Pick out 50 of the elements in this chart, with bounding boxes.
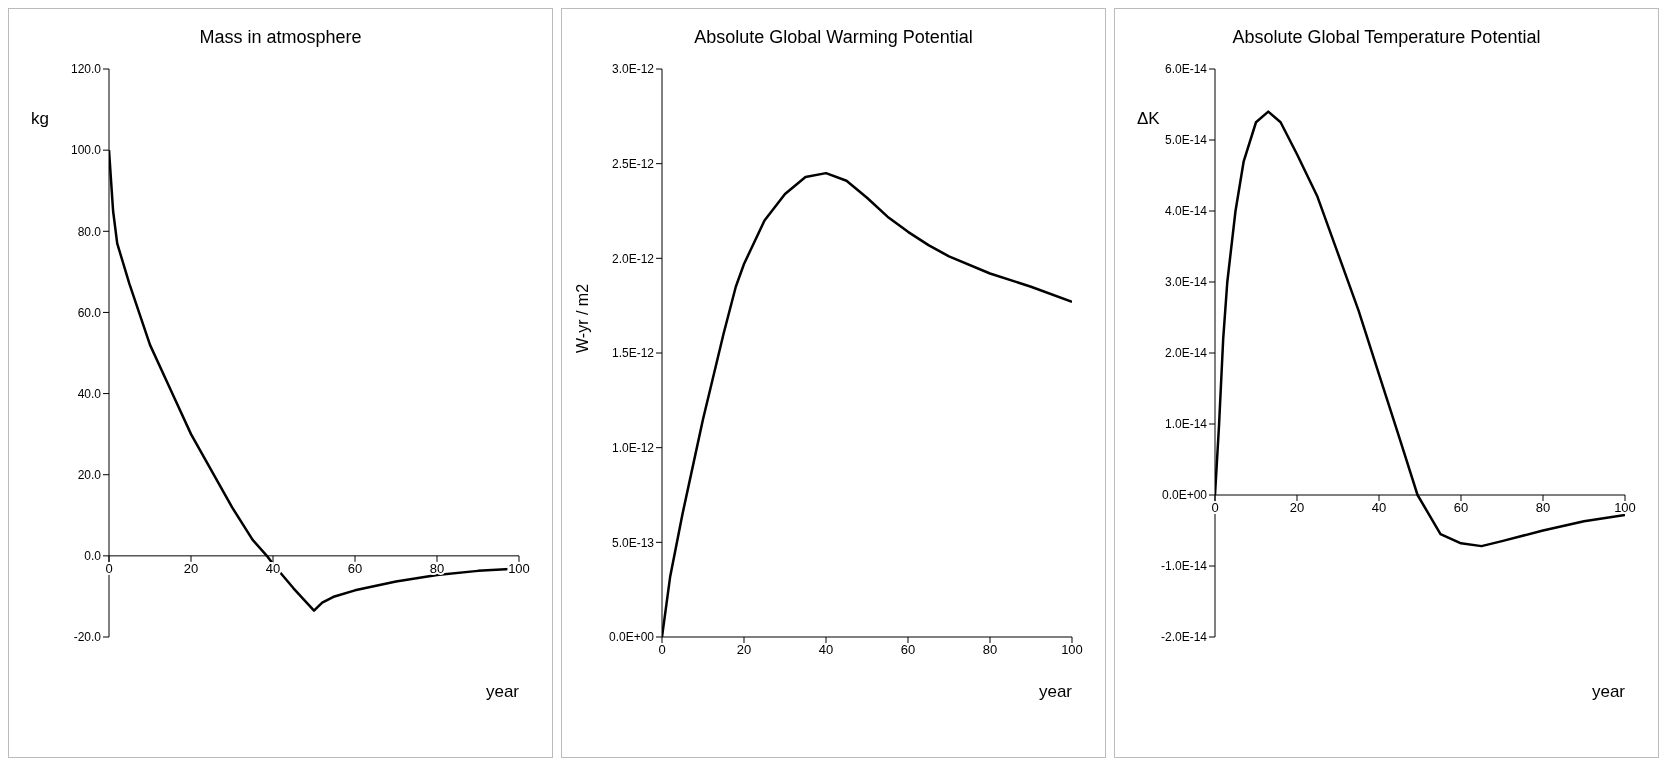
y-tick-label: 4.0E-14 <box>1164 204 1208 219</box>
y-tick-label: 3.0E-14 <box>1164 275 1208 290</box>
y-tick-label: 6.0E-14 <box>1164 62 1208 77</box>
y-tick-label: 80.0 <box>77 224 102 239</box>
y-tick-label: 0.0 <box>84 549 102 564</box>
x-tick-label: 20 <box>736 642 752 658</box>
x-axis-title: year <box>485 682 520 701</box>
y-tick-label: 2.5E-12 <box>611 156 655 171</box>
y-tick-label: 60.0 <box>77 305 102 320</box>
y-axis-title: W-yr / m2 <box>573 283 591 353</box>
y-tick-label: 20.0 <box>77 467 102 482</box>
x-tick-label: 40 <box>1371 500 1387 516</box>
y-tick-label: -2.0E-14 <box>1160 630 1208 645</box>
y-tick-label: 5.0E-14 <box>1164 133 1208 148</box>
y-tick-label: -1.0E-14 <box>1160 559 1208 574</box>
x-axis-title: year <box>1038 682 1073 701</box>
y-tick-label: 2.0E-12 <box>611 251 655 266</box>
y-tick-label: -20.0 <box>73 630 102 645</box>
y-tick-label: 0.0E+00 <box>608 630 655 645</box>
x-tick-label: 60 <box>1453 500 1469 516</box>
y-tick-label: 3.0E-12 <box>611 62 655 77</box>
y-tick-label: 100.0 <box>70 143 102 158</box>
x-axis-title: year <box>1591 682 1626 701</box>
y-tick-label: 1.0E-14 <box>1164 417 1208 432</box>
chart-title: Mass in atmosphere <box>198 27 363 49</box>
x-tick-label: 60 <box>900 642 916 658</box>
y-tick-label: 1.0E-12 <box>611 440 655 455</box>
y-axis-title: ΔK <box>1137 109 1160 129</box>
x-tick-label: 40 <box>818 642 834 658</box>
y-axis-title: kg <box>31 109 49 129</box>
x-tick-label: 100 <box>1061 642 1083 658</box>
y-tick-label: 2.0E-14 <box>1164 346 1208 361</box>
y-tick-label: 40.0 <box>77 386 102 401</box>
chart-title: Absolute Global Warming Potential <box>693 27 974 49</box>
x-tick-label: 0 <box>1211 500 1219 516</box>
x-tick-label: 20 <box>1289 500 1305 516</box>
x-tick-label: 80 <box>429 561 445 577</box>
y-tick-label: 120.0 <box>70 62 102 77</box>
x-tick-label: 0 <box>105 561 113 577</box>
x-tick-label: 80 <box>982 642 998 658</box>
x-tick-label: 60 <box>347 561 363 577</box>
x-tick-label: 80 <box>1535 500 1551 516</box>
x-tick-label: 100 <box>1614 500 1636 516</box>
y-tick-label: 1.5E-12 <box>611 346 655 361</box>
x-tick-label: 100 <box>508 561 530 577</box>
y-tick-label: 5.0E-13 <box>611 535 655 550</box>
y-tick-label: 0.0E+00 <box>1161 488 1208 503</box>
x-tick-label: 0 <box>658 642 666 658</box>
x-tick-label: 20 <box>183 561 199 577</box>
chart-title: Absolute Global Temperature Potential <box>1231 27 1542 49</box>
